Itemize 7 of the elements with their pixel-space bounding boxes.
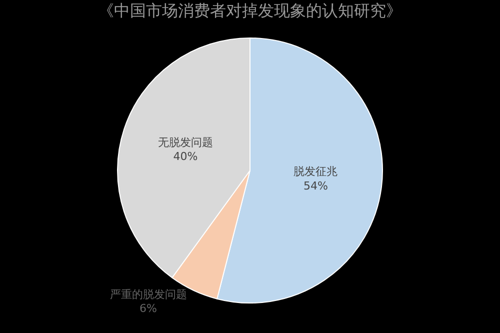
slice-label: 严重的脱发问题 (110, 288, 187, 301)
slice-label: 无脱发问题 (158, 136, 213, 149)
data-label: 40% (173, 150, 198, 164)
slice-label: 脱发征兆 (294, 165, 338, 178)
data-label: 6% (140, 302, 157, 316)
data-label: 54% (304, 179, 328, 192)
chart-title: 《中国市场消费者对掉发现象的认知研究》 (98, 1, 402, 20)
